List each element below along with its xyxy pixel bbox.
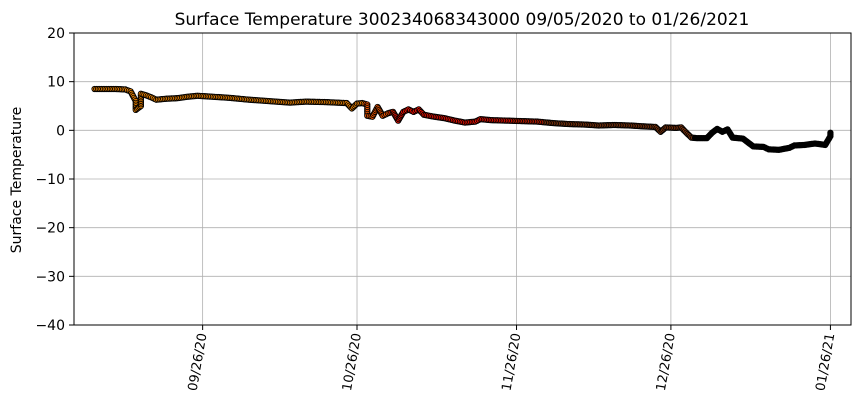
y-axis-ticks: −40 −30 −20 −10 0 10 20 [35,26,74,334]
y-tick-label: −20 [35,221,65,237]
data-points [91,85,834,153]
y-tick-label: −10 [35,172,65,188]
y-tick-label: 0 [56,123,65,139]
y-axis-label: Surface Temperature [9,107,25,253]
y-tick-label: −30 [35,269,65,285]
chart-title: Surface Temperature 300234068343000 09/0… [175,10,750,30]
y-tick-label: 10 [47,75,65,91]
data-point [827,129,834,136]
y-tick-label: −40 [35,318,65,334]
y-tick-label: 20 [47,26,65,42]
